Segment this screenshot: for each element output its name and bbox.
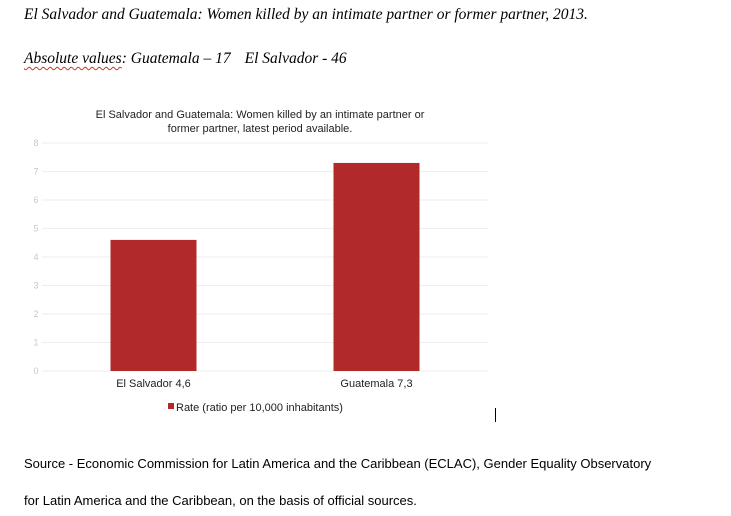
bar-1 [110, 239, 197, 371]
y-tick-label-8: 8 [33, 138, 38, 148]
y-tick-label-5: 5 [33, 224, 38, 234]
absolute-values-guatemala: : Guatemala – 17 [121, 50, 231, 67]
document-title: El Salvador and Guatemala: Women killed … [24, 6, 588, 23]
x-category-label-1: El Salvador 4,6 [116, 378, 191, 390]
bar-chart: El Salvador and Guatemala: Women killed … [33, 109, 488, 414]
text-cursor [495, 408, 496, 422]
bar-2 [333, 162, 420, 371]
source-line-2: for Latin America and the Caribbean, on … [24, 493, 417, 508]
y-tick-label-3: 3 [33, 281, 38, 291]
y-tick-label-6: 6 [33, 195, 38, 205]
absolute-values-line: Absolute values: Guatemala – 17 El Salvad… [24, 50, 347, 68]
y-tick-label-1: 1 [33, 338, 38, 348]
absolute-values-el-salvador: El Salvador - 46 [244, 50, 347, 67]
y-tick-label-0: 0 [33, 366, 38, 376]
absolute-values-label: Absolute values [24, 50, 122, 67]
legend-label: Rate (ratio per 10,000 inhabitants) [176, 402, 343, 414]
source-line-1: Source - Economic Commission for Latin A… [24, 456, 652, 471]
x-category-label-2: Guatemala 7,3 [340, 378, 412, 390]
chart-title-line-2: former partner, latest period available. [168, 123, 353, 135]
y-tick-label-2: 2 [33, 309, 38, 319]
y-tick-label-7: 7 [33, 167, 38, 177]
y-tick-label-4: 4 [33, 252, 38, 262]
legend-swatch [168, 403, 174, 409]
chart-container: El Salvador and Guatemala: Women killed … [28, 102, 498, 422]
chart-title-line-1: El Salvador and Guatemala: Women killed … [96, 109, 425, 121]
